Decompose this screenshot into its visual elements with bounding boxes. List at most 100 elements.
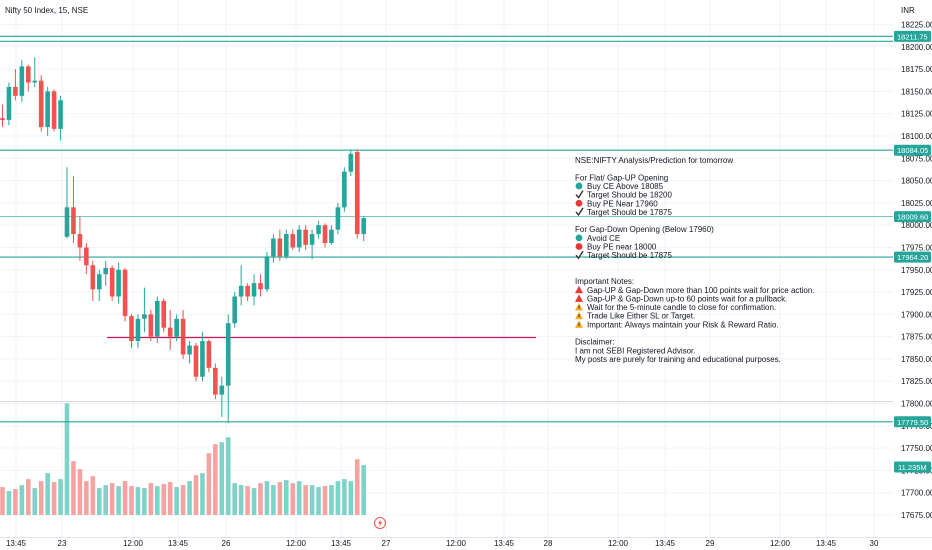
volume-bar [219,442,225,515]
volume-bar [335,481,341,515]
note-line: Gap-UP & Gap-Down more than 100 points w… [587,286,815,295]
note-line: Gap-UP & Gap-Down up-to 60 points wait f… [587,294,787,303]
price-tick-label: 18075.00 [901,154,932,163]
note-line: NSE:NIFTY Analysis/Prediction for tomorr… [575,156,733,165]
candle-body [116,269,121,297]
candle-body [0,118,5,120]
time-tick-label: 12:00 [608,539,629,548]
volume-bar [303,485,308,515]
price-axis-bg[interactable] [893,0,932,538]
time-tick-label: 12:00 [770,539,791,548]
candle-body [193,345,199,377]
candle-body [71,207,76,235]
candle-body [187,345,192,355]
candle-body [309,234,315,245]
candle-body [335,207,341,230]
volume-bar [193,475,199,515]
volume-bar [135,487,141,515]
price-badge-label: 18211.75 [897,32,928,41]
note-line: I am not SEBI Registered Advisor. [575,346,696,355]
candle-body [32,80,38,83]
candle-body [103,267,108,275]
volume-bar [155,486,160,515]
candle-body [284,234,289,257]
candle-body [296,229,302,248]
currency-label: INR [901,6,915,15]
volume-bar [38,481,44,515]
volume-bar [167,482,173,515]
candle-body [316,225,321,235]
candle-body [135,318,141,342]
candle-body [322,225,328,243]
note-line: Target Should be 17875 [587,251,673,260]
volume-bar [174,487,179,515]
volume-bar [109,483,115,515]
volume-bar [77,469,83,515]
volume-bar [90,476,96,515]
check-icon [575,190,584,199]
volume-bar [148,483,154,515]
candle-body [13,86,18,96]
candle-body [258,283,263,290]
price-tick-label: 18100.00 [901,132,932,141]
candle-body [303,229,308,245]
volume-bar [51,482,57,515]
candle-body [38,80,44,128]
price-tick-label: 17850.00 [901,355,932,364]
candle-body [348,153,354,172]
price-tick-label: 17800.00 [901,400,932,409]
volume-bar [264,481,270,515]
price-tick-label: 17750.00 [901,444,932,453]
candle-body [19,66,25,96]
volume-bar [206,453,212,515]
volume-bars [0,403,366,515]
note-line: Avoid CE [587,234,620,243]
volume-bar [84,481,89,515]
green-circle-icon [575,182,583,190]
candle-body [161,300,167,328]
candle-body [174,318,179,337]
time-tick-label: 28 [544,539,553,548]
warning-mark [578,314,580,318]
volume-bar [122,481,128,515]
volume-bar [45,473,50,515]
price-badge-label: 17964.20 [897,253,928,262]
red-circle-icon [575,199,583,207]
analysis-note: NSE:NIFTY Analysis/Prediction for tomorr… [575,156,815,364]
price-badge-label: 18009.60 [897,213,928,222]
candle-body [122,269,128,317]
lightning-icon[interactable] [374,517,386,529]
price-tick-label: 18025.00 [901,199,932,208]
volume-bar [0,487,5,515]
candle-body [64,207,70,237]
level-lines [0,35,893,423]
candle-body [6,86,12,120]
volume-bar [284,480,289,515]
price-tick-label: 17825.00 [901,377,932,386]
time-tick-label: 13:45 [494,539,515,548]
note-line: Wait for the 5-minute candle to close fo… [587,303,776,312]
volume-bar [329,485,334,515]
time-tick-label: 12:00 [446,539,467,548]
note-line: Target Should be 18200 [587,191,673,200]
volume-bar [129,486,134,515]
price-badge-label: 18084.05 [897,146,928,155]
candles [0,57,366,424]
volume-bar [232,483,237,515]
volume-bar [348,481,354,515]
time-axis: 13:45 23 12:00 13:45 26 12:00 13:45 27 12:00 13:4… [6,539,879,548]
candle-body [251,283,257,297]
volume-badge [894,461,931,473]
volume-bar [354,459,360,515]
time-tick-label: 26 [222,539,231,548]
volume-bar [342,479,347,515]
price-tick-label: 17975.00 [901,243,932,252]
candle-body [51,91,57,129]
time-tick-label: 13:45 [655,539,676,548]
volume-bar [290,483,296,515]
volume-bar [6,491,12,515]
volume-bar [258,483,263,515]
price-axis: 18225.00 18200.00 18175.00 18150.00 18125.00… [901,21,932,521]
candle-body [84,247,89,266]
